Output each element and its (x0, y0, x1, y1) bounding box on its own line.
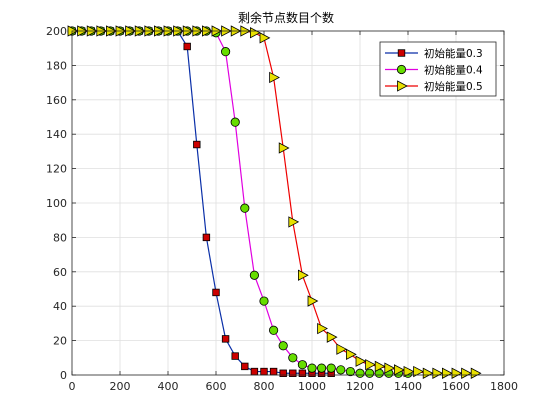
data-point (355, 355, 367, 367)
x-tick-label: 200 (110, 380, 131, 393)
x-tick-label: 0 (69, 380, 76, 393)
x-tick-label: 400 (158, 380, 179, 393)
data-point (432, 367, 444, 379)
data-point (336, 365, 346, 375)
data-point (384, 362, 396, 374)
x-tick-label: 1200 (346, 380, 374, 393)
legend-label: 初始能量0.3 (424, 47, 483, 60)
y-tick-label: 0 (60, 369, 67, 382)
data-point (221, 335, 230, 343)
legend-item: 初始能量0.5 (385, 80, 483, 93)
data-point (374, 360, 386, 373)
x-tick-label: 1600 (442, 380, 470, 393)
chart-title: 剩余节点数目个数 (238, 10, 334, 25)
data-point (393, 364, 405, 376)
data-point (221, 47, 231, 57)
x-tick-label: 600 (206, 380, 227, 393)
data-point (250, 367, 259, 376)
data-point (451, 367, 463, 379)
data-point (297, 360, 307, 370)
data-point (461, 367, 472, 379)
x-tick-label: 1400 (394, 380, 422, 393)
legend-label: 初始能量0.5 (424, 80, 483, 93)
data-point (307, 363, 317, 373)
y-tick-label: 80 (53, 231, 67, 244)
data-point (307, 295, 319, 307)
data-point (297, 269, 309, 281)
data-point (278, 341, 288, 351)
data-point (183, 42, 191, 51)
legend-item: 初始能量0.3 (385, 47, 483, 60)
y-tick-label: 120 (46, 163, 67, 176)
y-tick-label: 140 (46, 128, 67, 141)
data-point (249, 27, 261, 39)
data-point (249, 270, 259, 280)
data-point (259, 32, 271, 44)
data-point (422, 367, 434, 379)
data-point (345, 348, 357, 361)
data-point (317, 322, 328, 335)
data-point (240, 203, 250, 213)
data-point (230, 117, 240, 127)
data-point (288, 216, 300, 228)
data-point (336, 343, 348, 355)
data-point (212, 288, 220, 297)
legend-marker (397, 49, 406, 57)
data-point (298, 369, 307, 377)
x-tick-label: 1000 (298, 380, 326, 393)
data-point (268, 325, 279, 335)
data-point (288, 353, 298, 363)
data-point (365, 359, 376, 371)
plot-area: 0 200 400 600 800 1000 1200 1400 1600 1800 0 20 40 60… (46, 25, 518, 393)
legend-item: 初始能量0.4 (385, 64, 483, 77)
data-point (269, 367, 278, 376)
data-point (231, 352, 239, 360)
y-tick-label: 160 (46, 94, 67, 107)
y-tick-label: 180 (46, 59, 67, 72)
data-point (364, 368, 375, 378)
data-point (345, 366, 355, 377)
y-tick-label: 40 (53, 300, 67, 313)
axes-box (71, 30, 505, 376)
data-point (326, 331, 338, 343)
data-point (278, 142, 290, 154)
x-tick-label: 1800 (490, 380, 518, 393)
y-tick-label: 60 (53, 266, 67, 279)
data-point (202, 233, 211, 242)
data-point (279, 369, 287, 377)
data-point (260, 367, 268, 376)
data-point (470, 367, 482, 379)
data-point (289, 369, 297, 377)
data-point (316, 363, 327, 373)
data-point (403, 365, 415, 378)
data-point (441, 367, 453, 379)
legend-marker (396, 64, 407, 75)
x-tick-label: 800 (254, 380, 275, 393)
legend-label: 初始能量0.4 (424, 64, 483, 77)
legend-marker (397, 80, 408, 92)
data-point (355, 368, 365, 378)
y-tick-label: 200 (46, 25, 67, 38)
data-point (269, 71, 280, 84)
data-point (259, 296, 269, 306)
legend: 初始能量0.3 初始能量0.4 初始能量0.5 (379, 41, 497, 97)
data-point (193, 140, 201, 149)
y-tick-label: 100 (46, 197, 67, 210)
y-tick-label: 20 (53, 335, 67, 348)
data-point (413, 365, 424, 378)
data-point (326, 363, 336, 373)
data-point (241, 362, 249, 371)
